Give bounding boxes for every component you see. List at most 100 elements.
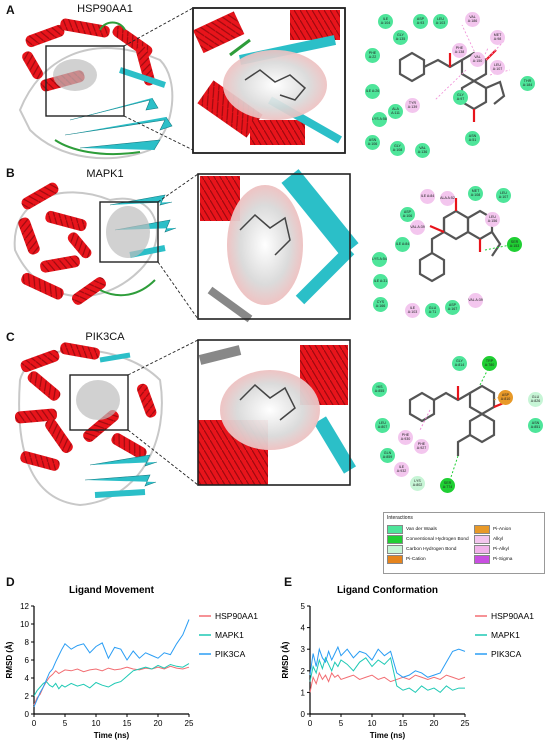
residue-a-6: MET A:98 [490, 30, 505, 45]
residue-a-11: ILE A:26 [365, 84, 380, 99]
panel-letter-e: E [284, 575, 293, 589]
x-tick-label: 5 [339, 719, 344, 728]
residue-c-5: GLU A:826 [528, 392, 543, 407]
x-tick-label: 25 [185, 719, 194, 728]
legend-swatch [474, 544, 490, 554]
x-tick-label: 15 [123, 719, 132, 728]
residue-a-1: ILE A:104 [378, 14, 393, 29]
chart-title: Ligand Conformation [337, 585, 438, 596]
residue-label: THR A:184 [522, 78, 533, 87]
residue-a-4: LEU A:103 [433, 14, 448, 29]
residue-c-6: LEU A:807 [375, 418, 390, 433]
residue-label: ILE A:104 [380, 16, 391, 25]
residue-label: VAL A:150 [472, 54, 483, 63]
legend-item: Pi-Anion [474, 524, 511, 534]
protein-mapk1-ribbon [13, 182, 177, 305]
chart-title: Ligand Movement [69, 585, 155, 596]
panel-letter-b: B [6, 166, 15, 180]
chart-ligand-movement: Ligand Movement 0 2 4 6 8 10 12 0 5 10 15 20 25 Time (… [5, 585, 258, 740]
y-tick-label: 0 [301, 710, 306, 719]
residue-label: ALA A:52 [440, 195, 455, 200]
x-axis-label: Time (ns) [370, 731, 406, 740]
legend-label-pik3ca: PIK3CA [215, 649, 246, 659]
legend-label-hsp90aa1: HSP90AA1 [215, 611, 258, 621]
residue-label: GLU A:71 [428, 305, 437, 314]
residue-label: LYS A:58 [372, 116, 387, 121]
residue-b-9: LYS A:54 [372, 252, 387, 267]
residue-label: GLY A:108 [392, 143, 403, 152]
legend-swatch [387, 554, 403, 564]
residue-c-8: PHE A:927 [414, 439, 429, 454]
residue-c-7: PHE A:930 [398, 430, 413, 445]
legend-label: Pi-Alkyl [493, 546, 509, 552]
residue-c-4: ASP A:810 [498, 390, 513, 405]
legend-label: Van der Waals [406, 526, 437, 532]
y-tick-label: 1 [301, 688, 306, 697]
x-tick-label: 10 [368, 719, 377, 728]
residue-label: LEU A:156 [487, 214, 498, 223]
zoom-mapk1-pocket [197, 169, 359, 323]
residue-label: PHE A:138 [454, 45, 465, 54]
residue-label: SER A:153 [509, 239, 520, 248]
legend-label: Pi-Sigma [493, 556, 513, 562]
residue-b-12: ILE A:103 [405, 303, 420, 318]
residue-c-9: ASN A:851 [528, 418, 543, 433]
residue-label: GLN A:859 [382, 450, 393, 459]
legend-label: Conventional Hydrogen Bond [406, 536, 469, 542]
legend-label: Carbon Hydrogen Bond [406, 546, 457, 552]
y-tick-label: 12 [20, 602, 29, 611]
residue-label: ASN A:51 [468, 133, 477, 142]
residue-a-12: THR A:184 [520, 76, 535, 91]
legend-item: Alkyl [474, 534, 503, 544]
legend-item: Pi-Sigma [474, 554, 513, 564]
series-line-mapk1 [309, 656, 465, 694]
legend-title: Interactions [387, 515, 413, 521]
residue-label: CYS A:166 [375, 299, 386, 308]
residue-label: GLY A:97 [456, 92, 465, 101]
residue-a-14: ALA A:111 [388, 104, 403, 119]
residue-label: LEU A:107 [498, 190, 509, 199]
y-tick-label: 2 [301, 667, 306, 676]
series-line-mapk1 [33, 663, 190, 697]
x-tick-label: 5 [63, 719, 68, 728]
y-tick-label: 2 [25, 692, 30, 701]
x-tick-label: 15 [399, 719, 408, 728]
legend-item: Pi-Cation [387, 554, 426, 564]
residue-a-20: GLY A:97 [453, 90, 468, 105]
zoom-pik3ca-pocket [197, 339, 357, 486]
residue-b-4: MET A:108 [468, 186, 483, 201]
x-axis-label: Time (ns) [94, 731, 130, 740]
residue-label: VAL A:39 [410, 224, 425, 229]
residue-a-16: ASN A:106 [365, 135, 380, 150]
residue-label: ASP A:167 [447, 302, 458, 311]
x-tick-label: 20 [430, 719, 439, 728]
residue-b-14: ASP A:167 [445, 300, 460, 315]
residue-label: PHE A:930 [400, 432, 411, 441]
legend-label-pik3ca: PIK3CA [491, 649, 522, 659]
residue-a-10: PHE A:22 [365, 48, 380, 63]
x-tick-label: 20 [154, 719, 163, 728]
residue-b-5: LEU A:107 [496, 188, 511, 203]
legend-swatch [387, 534, 403, 544]
y-axis-label: RMSD (Å) [281, 641, 290, 678]
y-tick-label: 0 [25, 710, 30, 719]
y-tick-label: 4 [25, 674, 30, 683]
y-tick-label: 10 [20, 620, 29, 629]
residue-label: LYS A:802 [412, 478, 423, 487]
residue-a-9: LEU A:107 [490, 60, 505, 75]
residue-b-8: LEU A:156 [485, 212, 500, 227]
residue-b-7: ILE A:84 [395, 237, 410, 252]
legend-swatch [387, 544, 403, 554]
residue-c-2: TRP A:780 [482, 356, 497, 371]
residue-label: LYS A:54 [372, 256, 387, 261]
residue-label: VAL A:39 [468, 297, 483, 302]
legend-label-mapk1: MAPK1 [215, 630, 244, 640]
panel-letter-c: C [6, 330, 15, 344]
ligand-2d-mapk1 [418, 198, 502, 283]
y-axis-label: RMSD (Å) [5, 641, 14, 678]
y-tick-label: 8 [25, 638, 30, 647]
residue-label: GLY A:135 [395, 32, 406, 41]
residue-label: GLU A:826 [530, 394, 541, 403]
residue-label: ILE A:84 [420, 193, 435, 198]
protein-hsp90aa1-ribbon [18, 18, 174, 160]
